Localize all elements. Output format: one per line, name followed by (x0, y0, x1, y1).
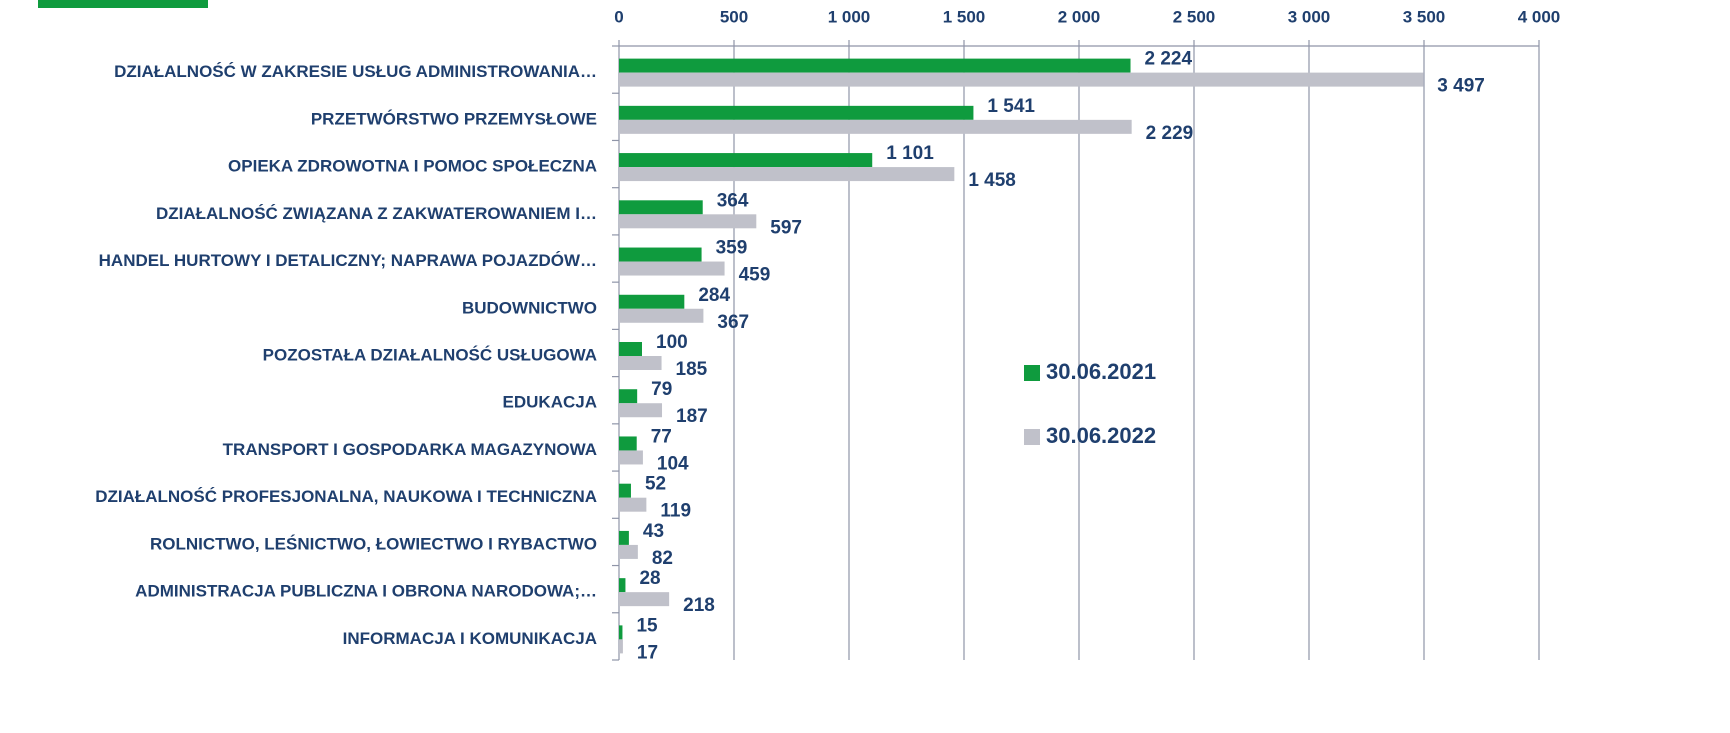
x-tick-label: 500 (720, 7, 748, 26)
value-label: 218 (683, 595, 715, 616)
bar (619, 530, 629, 545)
x-tick-label: 0 (614, 7, 623, 26)
value-label: 187 (676, 406, 708, 427)
bar (619, 639, 623, 654)
bar (619, 214, 757, 229)
value-label: 82 (652, 548, 673, 569)
legend-label: 30.06.2022 (1046, 423, 1156, 448)
value-label: 3 497 (1437, 76, 1485, 97)
bar (619, 105, 974, 120)
value-label: 17 (637, 642, 658, 663)
legend-label: 30.06.2021 (1046, 359, 1156, 384)
value-label: 367 (717, 312, 749, 333)
value-label: 52 (645, 474, 666, 495)
category-label: BUDOWNICTWO (462, 298, 597, 317)
category-label: EDUKACJA (503, 393, 597, 412)
value-label: 2 224 (1145, 49, 1193, 70)
x-tick-label: 3 500 (1403, 7, 1446, 26)
bar (619, 625, 623, 640)
category-label: INFORMACJA I KOMUNIKACJA (343, 629, 597, 648)
category-label: POZOSTAŁA DZIAŁALNOŚĆ USŁUGOWA (263, 345, 597, 364)
bar (619, 356, 662, 370)
bar (619, 58, 1131, 73)
value-label: 597 (770, 217, 802, 238)
value-label: 2 229 (1146, 123, 1194, 144)
bar (619, 389, 638, 404)
x-tick-label: 1 500 (943, 7, 986, 26)
x-tick-label: 3 000 (1288, 7, 1331, 26)
value-label: 1 458 (968, 170, 1016, 191)
category-label: DZIAŁALNOŚĆ W ZAKRESIE USŁUG ADMINISTROW… (114, 62, 597, 81)
bar (619, 403, 663, 418)
x-tick-label: 2 000 (1058, 7, 1101, 26)
bar (619, 436, 637, 451)
bar (619, 544, 638, 559)
category-label: PRZETWÓRSTWO PRZEMYSŁOWE (311, 109, 597, 128)
value-label: 359 (716, 238, 748, 259)
bar (619, 342, 642, 356)
value-label: 119 (660, 501, 691, 522)
bar (619, 294, 685, 309)
bar (619, 578, 626, 593)
bar (619, 200, 703, 215)
value-label: 100 (656, 332, 688, 353)
bar (619, 308, 704, 323)
category-label: TRANSPORT I GOSPODARKA MAGAZYNOWA (223, 440, 597, 459)
decoration (38, 0, 208, 8)
category-label: OPIEKA ZDROWOTNA I POMOC SPOŁECZNA (228, 157, 597, 176)
bar (619, 261, 725, 276)
category-label: ROLNICTWO, LEŚNICTWO, ŁOWIECTWO I RYBACT… (150, 534, 597, 553)
x-tick-label: 4 000 (1518, 7, 1561, 26)
bar (619, 119, 1132, 134)
value-label: 364 (717, 190, 749, 211)
value-label: 15 (636, 615, 658, 636)
value-label: 1 541 (987, 96, 1035, 117)
bar (619, 483, 631, 498)
x-tick-label: 2 500 (1173, 7, 1216, 26)
bar (619, 153, 873, 168)
value-label: 284 (698, 285, 730, 306)
value-label: 79 (651, 379, 672, 400)
value-label: 43 (643, 521, 664, 542)
x-tick-label: 1 000 (828, 7, 871, 26)
bar (619, 450, 643, 465)
value-label: 28 (639, 568, 660, 589)
category-label: ADMINISTRACJA PUBLICZNA I OBRONA NARODOW… (135, 582, 597, 601)
bar (619, 167, 955, 182)
bar (619, 247, 702, 262)
bar (619, 592, 670, 607)
value-label: 459 (739, 265, 771, 286)
legend-swatch (1024, 365, 1040, 381)
legend-swatch (1024, 429, 1040, 445)
value-label: 185 (676, 359, 708, 380)
category-label: DZIAŁALNOŚĆ PROFESJONALNA, NAUKOWA I TEC… (95, 487, 597, 506)
bar (619, 497, 647, 512)
bar (619, 72, 1424, 87)
value-label: 104 (657, 453, 689, 474)
category-label: HANDEL HURTOWY I DETALICZNY; NAPRAWA POJ… (99, 251, 597, 270)
category-label: DZIAŁALNOŚĆ ZWIĄZANA Z ZAKWATEROWANIEM I… (156, 204, 597, 223)
value-label: 1 101 (886, 143, 934, 164)
value-label: 77 (651, 426, 672, 447)
